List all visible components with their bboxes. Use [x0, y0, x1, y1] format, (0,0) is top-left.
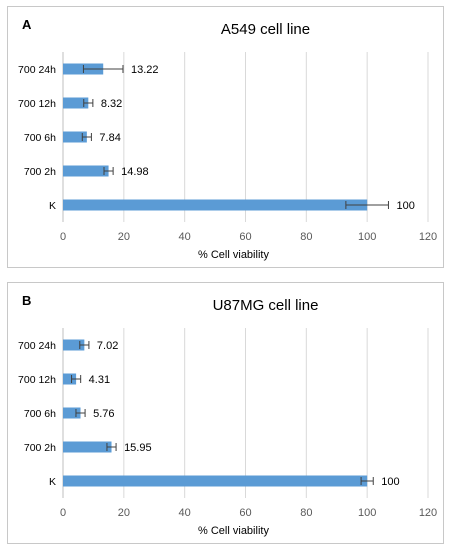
y-category-label: K — [49, 476, 56, 488]
x-tick-label: 60 — [239, 231, 251, 243]
bar — [63, 165, 109, 177]
x-tick-label: 20 — [118, 507, 130, 519]
data-label: 4.31 — [89, 374, 110, 386]
data-label: 100 — [381, 476, 399, 488]
bar-chart-u87mg: U87MG cell line 0 20 40 60 80 100 120 700 24h 7.0… — [18, 297, 437, 537]
y-category-label: K — [49, 200, 56, 212]
y-category-label: 700 12h — [18, 98, 56, 110]
x-tick-label: 0 — [60, 231, 66, 243]
x-tick-label: 120 — [419, 231, 437, 243]
y-category-label: 700 24h — [18, 64, 56, 76]
data-label: 7.02 — [97, 340, 118, 352]
bar — [63, 339, 85, 351]
chart-title: U87MG cell line — [213, 297, 319, 314]
x-tick-label: 80 — [300, 507, 312, 519]
panel-letter: A — [22, 17, 32, 32]
y-category-label: 700 6h — [24, 408, 56, 420]
x-tick-label: 40 — [179, 231, 191, 243]
data-label: 14.98 — [121, 166, 149, 178]
bar — [63, 131, 87, 143]
x-tick-label: 100 — [358, 507, 376, 519]
y-category-label: 700 12h — [18, 374, 56, 386]
data-label: 15.95 — [124, 442, 152, 454]
x-axis-title: % Cell viability — [198, 249, 269, 261]
data-label: 13.22 — [131, 64, 159, 76]
x-tick-label: 100 — [358, 231, 376, 243]
x-axis-title: % Cell viability — [198, 525, 269, 537]
bar — [63, 97, 89, 109]
y-category-label: 700 2h — [24, 166, 56, 178]
x-tick-label: 0 — [60, 507, 66, 519]
data-label: 100 — [396, 200, 414, 212]
x-tick-label: 60 — [239, 507, 251, 519]
y-category-label: 700 24h — [18, 340, 56, 352]
bar — [63, 441, 112, 453]
data-label: 5.76 — [93, 408, 114, 420]
y-category-label: 700 2h — [24, 442, 56, 454]
x-tick-label: 20 — [118, 231, 130, 243]
bar — [63, 373, 77, 385]
bar — [63, 407, 81, 419]
x-tick-label: 40 — [179, 507, 191, 519]
data-label: 7.84 — [99, 132, 120, 144]
x-tick-label: 120 — [419, 507, 437, 519]
bar — [63, 199, 368, 211]
data-label: 8.32 — [101, 98, 122, 110]
panel-letter: B — [22, 293, 32, 308]
chart-panel-a: A A549 cell line 0 20 40 60 80 100 120 700 24h 13… — [7, 6, 444, 268]
chart-panel-b: B U87MG cell line 0 20 40 60 80 100 120 700 24h 7… — [7, 282, 444, 544]
x-tick-label: 80 — [300, 231, 312, 243]
chart-title: A549 cell line — [221, 21, 310, 38]
bar-chart-a549: A549 cell line 0 20 40 60 80 100 120 700 24h 13.2… — [18, 21, 437, 261]
y-category-label: 700 6h — [24, 132, 56, 144]
bar — [63, 475, 368, 487]
